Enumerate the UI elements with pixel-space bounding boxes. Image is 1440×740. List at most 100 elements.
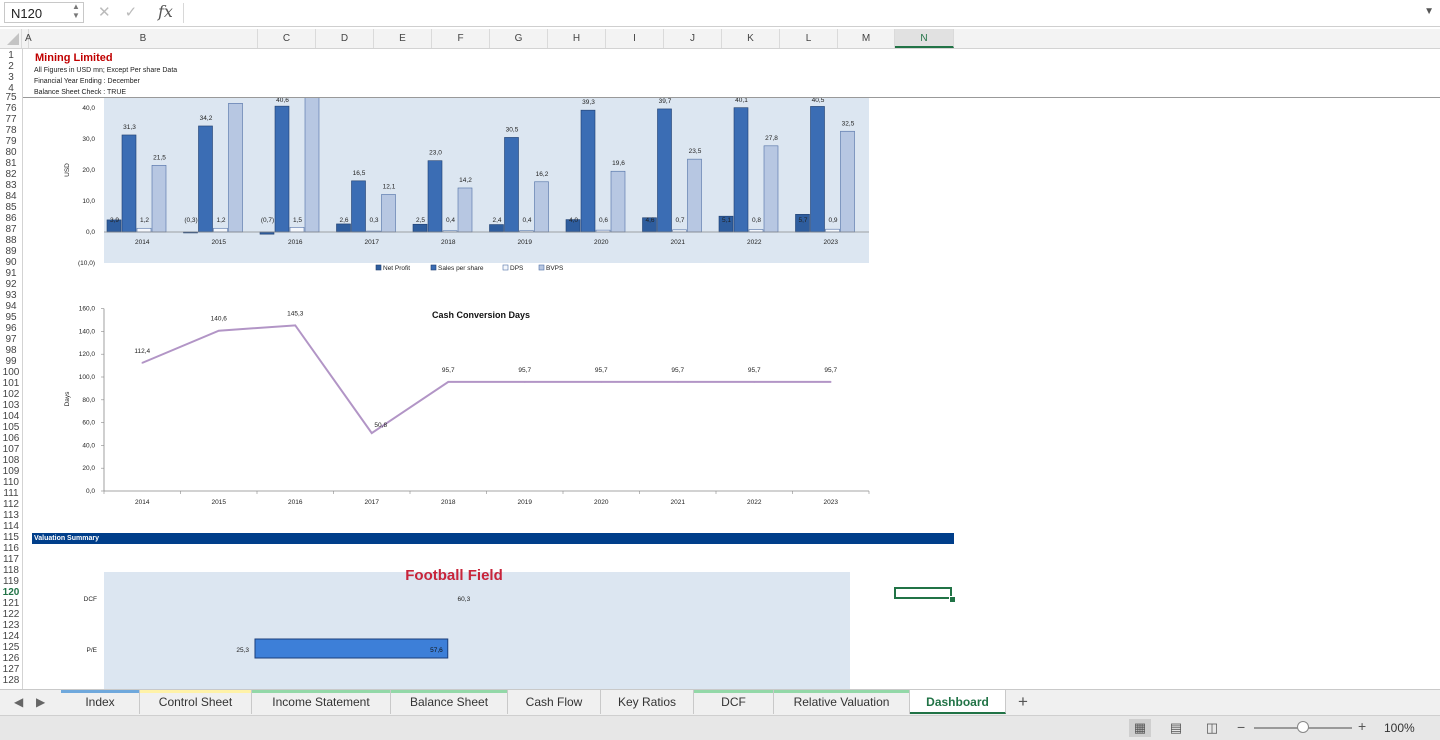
column-header-i[interactable]: I (606, 29, 664, 48)
row-header-76[interactable]: 76 (5, 103, 17, 114)
sheet-tab-relative-valuation[interactable]: Relative Valuation (774, 690, 910, 714)
column-header-j[interactable]: J (664, 29, 722, 48)
sheet-tab-control-sheet[interactable]: Control Sheet (140, 690, 252, 714)
row-header-87[interactable]: 87 (5, 224, 17, 235)
row-header-128[interactable]: 128 (2, 675, 20, 686)
column-header-d[interactable]: D (316, 29, 374, 48)
row-header-118[interactable]: 118 (3, 565, 19, 576)
row-header-107[interactable]: 107 (2, 444, 20, 455)
fill-handle[interactable] (949, 596, 956, 603)
page-layout-view-icon[interactable]: ▤ (1169, 720, 1183, 735)
column-header-n[interactable]: N (895, 29, 954, 48)
row-header-111[interactable]: 111 (3, 488, 19, 499)
row-header-97[interactable]: 97 (5, 334, 17, 345)
cash-conversion-line-chart[interactable]: 0,0 20,0 40,0 60,0 80,0 100,0 120,0 140,0 160,0 1… (23, 299, 963, 514)
zoom-in-icon[interactable]: + (1358, 718, 1367, 734)
sheet-tab-dashboard[interactable]: Dashboard (910, 690, 1006, 714)
row-header-122[interactable]: 122 (2, 609, 20, 620)
sheet-tab-key-ratios[interactable]: Key Ratios (601, 690, 694, 714)
row-header-77[interactable]: 77 (5, 114, 17, 125)
football-field-chart[interactable]: Football Field DCF 60,3 P/E 25,3 57,6 (23, 554, 963, 689)
name-box[interactable]: N120 (4, 2, 84, 23)
row-header-117[interactable]: 117 (3, 554, 19, 565)
cancel-icon[interactable]: ✕ (98, 4, 111, 21)
row-header-78[interactable]: 78 (5, 125, 17, 136)
row-header-103[interactable]: 103 (2, 400, 20, 411)
row-header-93[interactable]: 93 (5, 290, 17, 301)
sheet-tab-index[interactable]: Index (61, 690, 140, 714)
selected-cell-n120[interactable] (894, 587, 952, 599)
row-header-110[interactable]: 110 (3, 477, 19, 488)
column-header-e[interactable]: E (374, 29, 432, 48)
row-header-3[interactable]: 3 (8, 72, 14, 83)
per-share-bar-chart[interactable]: 3,9 31,3 1,2 21,5 2014 (0,3) 34,2 1,2 2015 (0,7) 4… (23, 98, 963, 278)
sheet-tab-dcf[interactable]: DCF (694, 690, 774, 714)
row-header-79[interactable]: 79 (5, 136, 17, 147)
row-header-125[interactable]: 125 (2, 642, 20, 653)
add-sheet-button[interactable]: + (1018, 692, 1028, 711)
row-header-86[interactable]: 86 (5, 213, 17, 224)
select-all-corner[interactable] (0, 29, 22, 48)
column-header-c[interactable]: C (258, 29, 316, 48)
row-header-123[interactable]: 123 (2, 620, 20, 631)
row-header-124[interactable]: 124 (2, 631, 20, 642)
column-header-l[interactable]: L (780, 29, 838, 48)
row-header-84[interactable]: 84 (5, 191, 17, 202)
scroll-left-icon[interactable]: ◀ (14, 695, 24, 709)
row-header-119[interactable]: 119 (3, 576, 19, 587)
row-header-105[interactable]: 105 (2, 422, 20, 433)
row-header-108[interactable]: 108 (2, 455, 20, 466)
row-header-100[interactable]: 100 (2, 367, 20, 378)
row-header-96[interactable]: 96 (5, 323, 17, 334)
row-header-95[interactable]: 95 (5, 312, 17, 323)
row-header-80[interactable]: 80 (5, 147, 17, 158)
expand-formula-icon[interactable]: ▼ (1424, 6, 1434, 17)
row-header-120[interactable]: 120 (2, 587, 20, 598)
row-header-90[interactable]: 90 (5, 257, 17, 268)
formula-input[interactable] (190, 4, 1410, 22)
row-header-88[interactable]: 88 (5, 235, 17, 246)
row-header-83[interactable]: 83 (5, 180, 17, 191)
row-header-82[interactable]: 82 (5, 169, 17, 180)
row-header-85[interactable]: 85 (5, 202, 17, 213)
column-header-k[interactable]: K (722, 29, 780, 48)
row-header-112[interactable]: 112 (3, 499, 19, 510)
row-header-127[interactable]: 127 (2, 664, 20, 675)
column-header-m[interactable]: M (838, 29, 895, 48)
row-header-92[interactable]: 92 (5, 279, 17, 290)
row-header-102[interactable]: 102 (2, 389, 20, 400)
row-header-101[interactable]: 101 (2, 378, 20, 389)
page-break-view-icon[interactable]: ◫ (1205, 720, 1219, 735)
confirm-icon[interactable]: ✓ (124, 4, 138, 21)
column-header-h[interactable]: H (548, 29, 606, 48)
column-header-b[interactable]: B (29, 29, 258, 48)
row-header-115[interactable]: 115 (3, 532, 19, 543)
row-header-89[interactable]: 89 (5, 246, 17, 257)
row-header-75[interactable]: 75 (5, 92, 17, 103)
row-header-81[interactable]: 81 (5, 158, 17, 169)
worksheet-grid[interactable]: Mining Limited All Figures in USD mn; Ex… (23, 49, 1440, 689)
row-header-126[interactable]: 126 (2, 653, 20, 664)
zoom-slider-thumb[interactable] (1297, 721, 1309, 733)
fx-icon[interactable]: fx (158, 2, 173, 21)
row-header-114[interactable]: 114 (3, 521, 19, 532)
sheet-tab-cash-flow[interactable]: Cash Flow (508, 690, 601, 714)
name-box-stepper-icon[interactable]: ▲ ▼ (72, 2, 80, 20)
row-header-104[interactable]: 104 (2, 411, 20, 422)
zoom-out-icon[interactable]: − (1237, 719, 1246, 735)
column-header-f[interactable]: F (432, 29, 490, 48)
column-header-g[interactable]: G (490, 29, 548, 48)
row-header-94[interactable]: 94 (5, 301, 17, 312)
scroll-right-icon[interactable]: ▶ (36, 695, 46, 709)
row-header-106[interactable]: 106 (2, 433, 20, 444)
column-header-a[interactable]: A (22, 29, 32, 48)
normal-view-icon[interactable]: ▦ (1129, 719, 1151, 737)
row-header-121[interactable]: 121 (2, 598, 20, 609)
row-header-116[interactable]: 116 (3, 543, 19, 554)
row-header-1[interactable]: 1 (8, 50, 14, 61)
row-header-2[interactable]: 2 (8, 61, 14, 72)
zoom-level[interactable]: 100% (1384, 721, 1415, 735)
row-header-98[interactable]: 98 (5, 345, 17, 356)
sheet-tab-income-statement[interactable]: Income Statement (252, 690, 391, 714)
row-header-99[interactable]: 99 (5, 356, 17, 367)
